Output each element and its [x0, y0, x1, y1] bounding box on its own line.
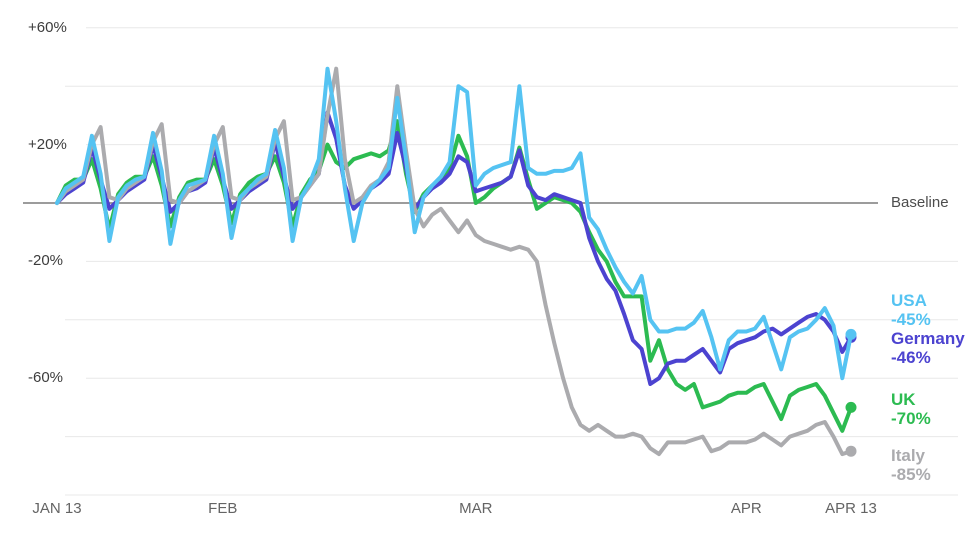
series-label-germany: Germany -46%	[891, 329, 965, 367]
x-axis-tick-label: APR	[730, 500, 762, 517]
series-label-usa: USA -45%	[891, 291, 931, 329]
x-axis-tick-label: APR 13	[825, 500, 877, 517]
series-label-uk: UK -70%	[891, 390, 931, 428]
y-axis-tick-label: -60%	[28, 369, 64, 387]
series-end-value: -45%	[891, 310, 931, 329]
baseline-label: Baseline	[891, 194, 949, 211]
x-axis-tick-label: JAN 13	[32, 500, 82, 517]
y-axis-tick-label: -20%	[28, 252, 64, 270]
y-axis-tick-label: +20%	[28, 135, 67, 153]
series-name: USA	[891, 291, 927, 310]
y-axis-tick-label: +60%	[28, 18, 67, 36]
line-usa	[55, 66, 853, 381]
line-italy	[55, 66, 853, 457]
endpoint-dot-italy	[845, 445, 857, 457]
series-label-italy: Italy -85%	[891, 446, 931, 484]
series-name: UK	[891, 390, 916, 409]
series-end-value: -85%	[891, 465, 931, 484]
endpoint-dot-usa	[845, 328, 857, 340]
series-end-value: -46%	[891, 348, 931, 367]
series-name: Italy	[891, 446, 926, 465]
x-axis-tick-label: FEB	[208, 500, 238, 517]
line-uk	[55, 119, 853, 433]
x-axis-tick-label: MAR	[459, 500, 493, 517]
endpoint-dot-uk	[845, 401, 857, 413]
series-name: Germany	[891, 329, 965, 348]
series-end-value: -70%	[891, 409, 931, 428]
